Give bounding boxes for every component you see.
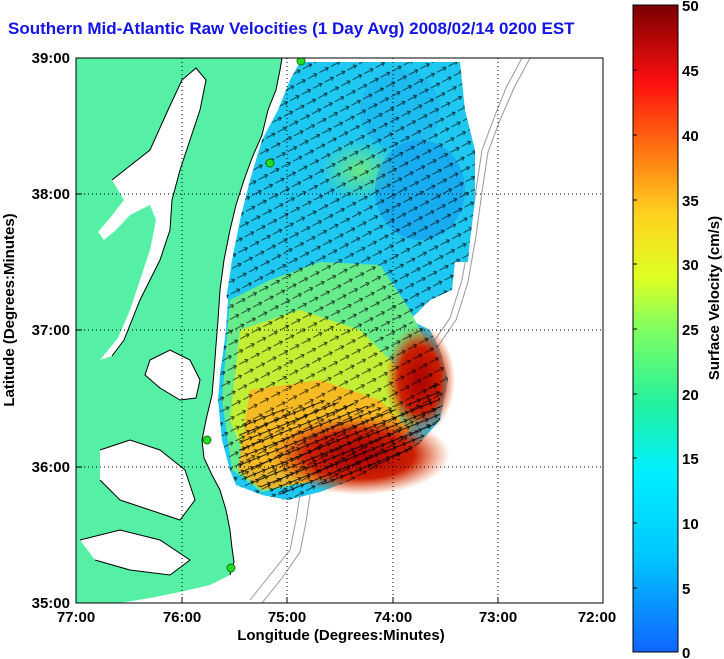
colorbar-tick-label: 45 bbox=[682, 63, 699, 80]
radar-stations bbox=[202, 58, 306, 573]
velocity-field bbox=[218, 62, 475, 500]
x-axis-label: Longitude (Degrees:Minutes) bbox=[237, 627, 445, 644]
colorbar-label: Surface Velocity (cm/s) bbox=[706, 216, 723, 380]
colorbar-tick-label: 5 bbox=[682, 581, 690, 598]
colorbar-tick-label: 0 bbox=[682, 645, 690, 659]
land bbox=[76, 58, 282, 603]
map-title: Southern Mid-Atlantic Raw Velocities (1 … bbox=[8, 19, 575, 38]
radar-station bbox=[296, 58, 306, 66]
x-tick-label: 77:00 bbox=[57, 609, 95, 626]
y-tick-label: 39:00 bbox=[32, 50, 70, 67]
colorbar-tick-label: 25 bbox=[682, 322, 699, 339]
colorbar-tick-marks bbox=[633, 69, 637, 589]
x-tick-label: 75:00 bbox=[268, 609, 306, 626]
colorbar-tick-label: 35 bbox=[682, 193, 699, 210]
y-axis-label: Latitude (Degrees:Minutes) bbox=[1, 213, 18, 406]
coastline bbox=[79, 58, 283, 576]
colorbar-tick-label: 40 bbox=[682, 128, 699, 145]
y-tick-label: 36:00 bbox=[32, 459, 70, 476]
y-tick-label: 38:00 bbox=[32, 186, 70, 203]
x-tick-label: 72:00 bbox=[578, 609, 616, 626]
y-tick-label: 37:00 bbox=[32, 322, 70, 339]
y-axis-ticks: 39:00 38:00 37:00 36:00 35:00 bbox=[32, 50, 70, 612]
colorbar-tick-label: 30 bbox=[682, 257, 699, 274]
y-tick-label: 35:00 bbox=[32, 595, 70, 612]
x-axis-ticks: 77:00 76:00 75:00 74:00 73:00 72:00 bbox=[57, 609, 616, 626]
colorbar-tick-label: 50 bbox=[682, 0, 699, 15]
radar-station bbox=[265, 158, 275, 168]
colorbar-tick-label: 20 bbox=[682, 387, 699, 404]
colorbar-tick-label: 10 bbox=[682, 516, 699, 533]
grid-lines bbox=[76, 58, 603, 603]
radar-station bbox=[202, 435, 212, 445]
colorbar bbox=[632, 4, 679, 653]
x-tick-label: 74:00 bbox=[374, 609, 412, 626]
radar-station bbox=[226, 563, 236, 573]
colorbar-tick-label: 15 bbox=[682, 451, 699, 468]
tick-marks bbox=[76, 193, 499, 603]
x-tick-label: 76:00 bbox=[163, 609, 201, 626]
x-tick-label: 73:00 bbox=[479, 609, 517, 626]
colorbar-ticks: 50 45 40 35 30 25 20 15 10 5 0 bbox=[682, 0, 699, 659]
